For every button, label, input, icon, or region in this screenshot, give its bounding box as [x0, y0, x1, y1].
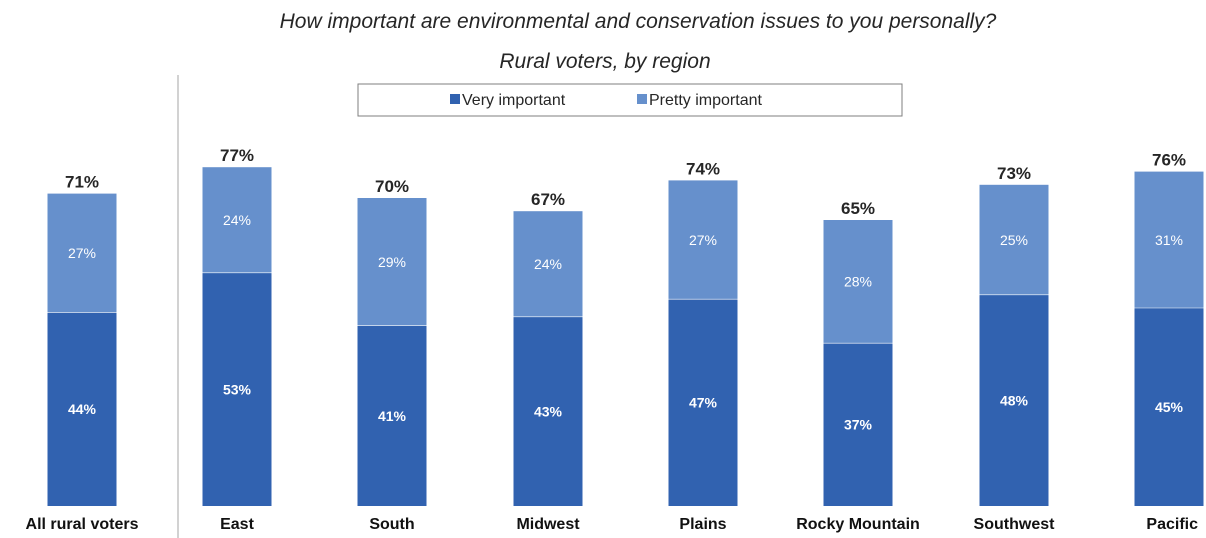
category-label-east: East [220, 516, 254, 533]
data-label-pretty-important-southwest: 25% [1000, 232, 1028, 248]
data-label-very-important-south: 41% [378, 408, 407, 424]
chart-subtitle: Rural voters, by region [499, 50, 710, 73]
data-label-very-important-east: 53% [223, 381, 252, 397]
data-label-pretty-important-south: 29% [378, 254, 406, 270]
bar-pretty-important-east [202, 167, 272, 273]
total-label-midwest: 67% [531, 190, 565, 209]
legend-swatch-pretty-important [637, 94, 647, 104]
bars-group: 44% 27% 71% 53% 24% 77% 41% 29% 70% 43% 24% 67% 47% 2… [47, 146, 1204, 506]
category-label-all-rural-voters: All rural voters [26, 516, 139, 533]
total-label-pacific: 76% [1152, 151, 1186, 170]
bar-pretty-important-pacific [1134, 171, 1204, 308]
data-label-very-important-southwest: 48% [1000, 392, 1029, 408]
data-label-very-important-all-rural-voters: 44% [68, 401, 97, 417]
bar-very-important-plains [668, 299, 738, 506]
total-label-all-rural-voters: 71% [65, 173, 99, 192]
chart-title: How important are environmental and cons… [280, 10, 997, 33]
bar-pretty-important-southwest [979, 184, 1049, 295]
legend-label-very-important: Very important [462, 92, 566, 109]
bar-pretty-important-south [357, 198, 427, 326]
data-label-very-important-midwest: 43% [534, 403, 563, 419]
category-label-south: South [369, 516, 414, 533]
category-label-pacific: Pacific [1146, 516, 1198, 533]
bar-very-important-southwest [979, 294, 1049, 506]
category-labels: All rural voters East South Midwest Plains Ro… [26, 516, 1199, 533]
legend: Very important Pretty important [357, 83, 903, 117]
legend-swatch-very-important [450, 94, 460, 104]
bar-pretty-important-rocky-mountain [823, 220, 893, 344]
category-label-midwest: Midwest [516, 516, 580, 533]
data-label-pretty-important-plains: 27% [689, 232, 717, 248]
bar-very-important-pacific [1134, 308, 1204, 506]
bar-very-important-all-rural-voters [47, 312, 117, 506]
data-label-pretty-important-east: 24% [223, 212, 251, 228]
bar-very-important-south [357, 325, 427, 506]
total-label-east: 77% [220, 146, 254, 165]
total-label-plains: 74% [686, 159, 720, 178]
bar-very-important-east [202, 272, 272, 506]
bar-pretty-important-all-rural-voters [47, 193, 117, 313]
legend-label-pretty-important: Pretty important [649, 92, 762, 109]
category-label-plains: Plains [679, 516, 726, 533]
category-label-southwest: Southwest [974, 516, 1056, 533]
category-label-rocky-mountain: Rocky Mountain [796, 516, 920, 533]
data-label-pretty-important-midwest: 24% [534, 256, 562, 272]
bar-very-important-midwest [513, 316, 583, 506]
bar-pretty-important-plains [668, 180, 738, 300]
data-label-pretty-important-all-rural-voters: 27% [68, 245, 96, 261]
legend-box [357, 83, 903, 117]
data-label-pretty-important-pacific: 31% [1155, 232, 1183, 248]
data-label-very-important-rocky-mountain: 37% [844, 417, 873, 433]
bar-very-important-rocky-mountain [823, 343, 893, 506]
total-label-rocky-mountain: 65% [841, 199, 875, 218]
total-label-southwest: 73% [997, 164, 1031, 183]
data-label-pretty-important-rocky-mountain: 28% [844, 274, 872, 290]
data-label-very-important-plains: 47% [689, 395, 718, 411]
bar-pretty-important-midwest [513, 211, 583, 317]
total-label-south: 70% [375, 177, 409, 196]
data-label-very-important-pacific: 45% [1155, 399, 1184, 415]
